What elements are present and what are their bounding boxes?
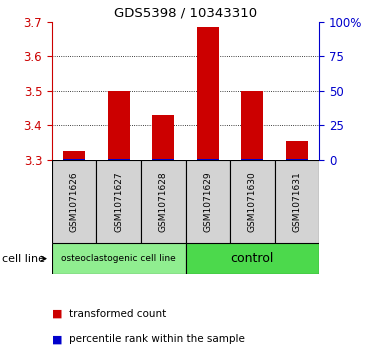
Text: ■: ■ [52,309,62,319]
Text: cell line: cell line [2,254,45,264]
Bar [286,141,308,160]
Bar [286,159,308,160]
Bar [152,159,174,160]
FancyBboxPatch shape [230,160,275,243]
Bar [241,159,263,160]
FancyBboxPatch shape [186,160,230,243]
Text: GSM1071626: GSM1071626 [70,171,79,232]
Bar [152,115,174,160]
Text: GSM1071628: GSM1071628 [159,171,168,232]
FancyBboxPatch shape [141,160,186,243]
Bar [197,27,219,160]
Text: control: control [231,252,274,265]
Bar [197,159,219,160]
Text: percentile rank within the sample: percentile rank within the sample [69,334,244,344]
Bar [108,159,130,160]
Text: GSM1071627: GSM1071627 [114,171,123,232]
Text: ■: ■ [52,334,62,344]
Text: GSM1071630: GSM1071630 [248,171,257,232]
FancyBboxPatch shape [275,160,319,243]
Text: GSM1071631: GSM1071631 [292,171,301,232]
Title: GDS5398 / 10343310: GDS5398 / 10343310 [114,6,257,19]
FancyBboxPatch shape [96,160,141,243]
Text: osteoclastogenic cell line: osteoclastogenic cell line [61,254,176,263]
FancyBboxPatch shape [186,243,319,274]
Bar [63,151,85,160]
Text: GSM1071629: GSM1071629 [203,171,212,232]
Bar [241,91,263,160]
Text: transformed count: transformed count [69,309,166,319]
Bar [108,91,130,160]
FancyBboxPatch shape [52,160,96,243]
FancyBboxPatch shape [52,243,186,274]
Bar [63,159,85,160]
